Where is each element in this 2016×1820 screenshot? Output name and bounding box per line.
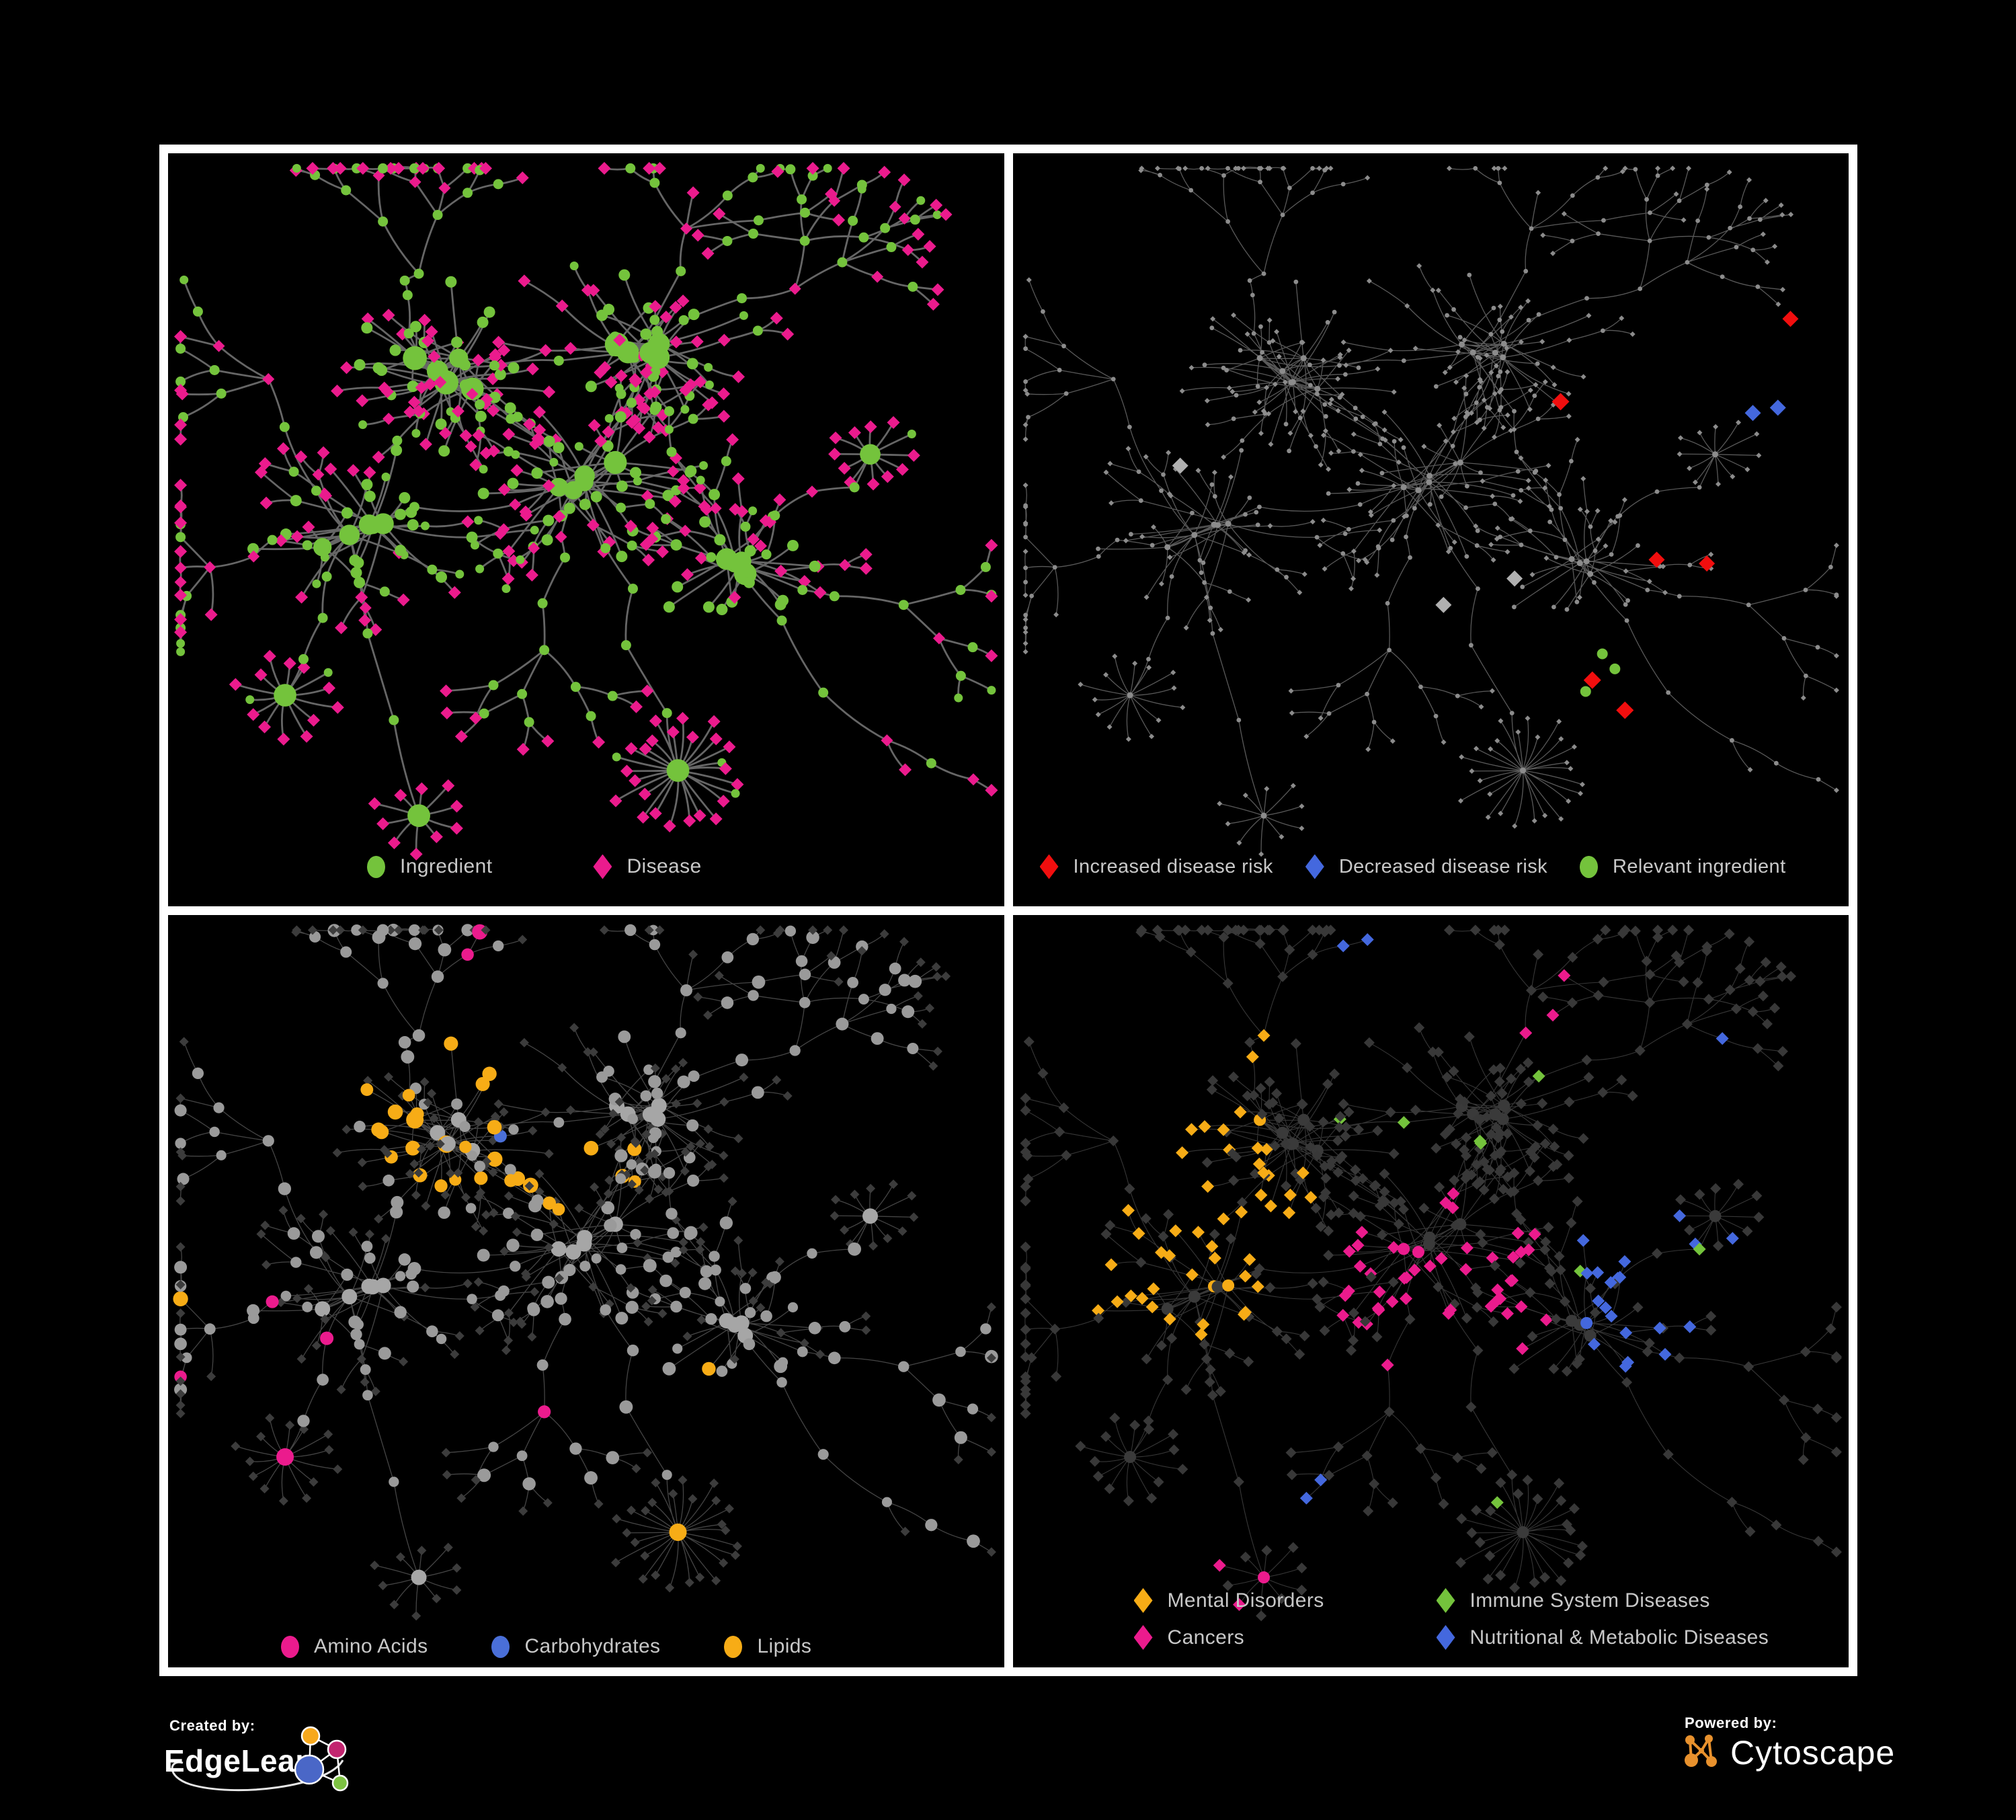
amino-acids-marker-icon — [281, 1635, 299, 1658]
figure-frame: Ingredient Disease Increased disease ris… — [159, 145, 1857, 1676]
cytoscape-brand: Cytoscape — [1682, 1733, 1895, 1772]
network-nutrients — [173, 923, 998, 1620]
legend-label: Increased disease risk — [1073, 855, 1273, 877]
legend-item: Cancers — [1133, 1625, 1396, 1650]
legend-label: Amino Acids — [314, 1635, 428, 1657]
legend-label: Carbohydrates — [524, 1635, 661, 1657]
panel-nutrients: Amino Acids Carbohydrates Lipids — [168, 914, 1004, 1667]
legend-label: Relevant ingredient — [1613, 855, 1786, 877]
legend-label: Nutritional & Metabolic Diseases — [1469, 1626, 1769, 1649]
legend-item: Amino Acids — [281, 1635, 428, 1658]
lipids-marker-icon — [724, 1635, 743, 1658]
legend-item: Nutritional & Metabolic Diseases — [1436, 1625, 1769, 1650]
legend-item: Increased disease risk — [1039, 854, 1273, 879]
legend-item: Relevant ingredient — [1580, 855, 1786, 878]
mental-disorders-marker-icon — [1133, 1588, 1153, 1613]
legend-disease-risk: Increased disease risk Decreased disease… — [1039, 854, 1786, 879]
panel-ingredient-disease: Ingredient Disease — [168, 153, 1004, 906]
legend-item: Lipids — [724, 1635, 811, 1658]
cancers-marker-icon — [1133, 1625, 1153, 1650]
edgeleap-wordmark: EdgeLeap — [164, 1743, 315, 1778]
legend-label: Cancers — [1167, 1626, 1245, 1649]
network-disease-risk — [1022, 165, 1839, 857]
legend-label: Mental Disorders — [1167, 1589, 1324, 1612]
panel-disease-risk: Increased disease risk Decreased disease… — [1012, 153, 1849, 906]
relevant-ingredient-marker-icon — [1580, 855, 1599, 878]
edgeleap-logo-icon — [171, 1726, 349, 1792]
legend-label: Decreased disease risk — [1338, 855, 1548, 877]
metabolic-diseases-marker-icon — [1436, 1625, 1455, 1650]
network-disease-classes — [1020, 924, 1842, 1621]
legend-item: Decreased disease risk — [1305, 854, 1548, 879]
immune-diseases-marker-icon — [1436, 1588, 1455, 1613]
decreased-risk-marker-icon — [1305, 854, 1324, 879]
panel-disease-classes: Mental Disorders Immune System Diseases … — [1012, 914, 1849, 1667]
legend-item: Ingredient — [367, 855, 492, 878]
legend-label: Immune System Diseases — [1469, 1589, 1710, 1612]
increased-risk-marker-icon — [1039, 854, 1059, 879]
disease-marker-icon — [593, 854, 612, 879]
network-ingredient-disease — [174, 161, 998, 861]
legend-label: Disease — [627, 855, 702, 877]
legend-item: Carbohydrates — [491, 1635, 660, 1658]
legend-item: Immune System Diseases — [1436, 1588, 1769, 1613]
legend-item: Mental Disorders — [1133, 1588, 1396, 1613]
ingredient-marker-icon — [367, 855, 385, 878]
cytoscape-wordmark: Cytoscape — [1730, 1734, 1896, 1772]
legend-nutrients: Amino Acids Carbohydrates Lipids — [281, 1635, 811, 1658]
legend-disease-classes: Mental Disorders Immune System Diseases … — [1133, 1588, 1769, 1650]
legend-label: Lipids — [757, 1635, 812, 1657]
legend-label: Ingredient — [400, 855, 493, 877]
powered-by-label: Powered by: — [1685, 1714, 1777, 1731]
created-by-label: Created by: — [169, 1717, 255, 1734]
cytoscape-logo-icon — [1685, 1735, 1717, 1767]
legend-ingredient-disease: Ingredient Disease — [367, 854, 702, 879]
carbohydrates-marker-icon — [491, 1635, 510, 1658]
legend-item: Disease — [593, 854, 702, 879]
